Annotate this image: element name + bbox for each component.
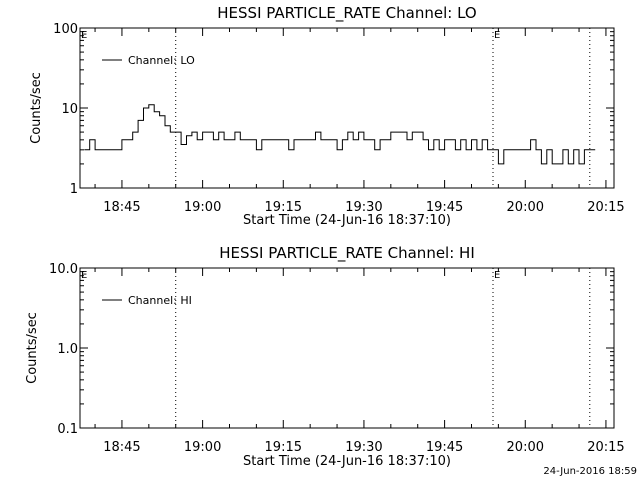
plot-frame <box>79 27 615 189</box>
y-tick-label: 10 <box>61 102 78 117</box>
x-tick-label: 19:00 <box>184 200 221 215</box>
x-tick-label: 18:45 <box>103 440 140 455</box>
y-tick-label: 1 <box>70 182 78 197</box>
legend-label: Channel: LO <box>128 54 195 67</box>
event-marker-label: E <box>81 270 87 281</box>
x-tick-label: 20:15 <box>587 200 624 215</box>
x-axis-label: Start Time (24-Jun-16 18:37:10) <box>243 213 451 228</box>
x-tick-label: 19:00 <box>184 440 221 455</box>
x-tick-label: 19:45 <box>426 200 463 215</box>
footer-timestamp: 24-Jun-2016 18:59 <box>543 466 637 477</box>
chart-panel-2: HESSI PARTICLE_RATE Channel: HI 18:45 19:0… <box>25 244 625 469</box>
chart-title: HESSI PARTICLE_RATE Channel: LO <box>217 4 476 23</box>
y-tick-label: 1.0 <box>57 342 78 357</box>
series-line <box>84 104 596 165</box>
event-marker-label: E <box>494 270 500 281</box>
y-tick-label: 0.1 <box>57 422 78 437</box>
event-marker-label: E <box>81 30 87 41</box>
x-tick-label: 20:00 <box>507 200 544 215</box>
chart-panel-1: HESSI PARTICLE_RATE Channel: LO 18:45 19:0… <box>29 4 625 228</box>
y-tick-label: 10.0 <box>49 262 78 277</box>
x-tick-label: 19:15 <box>265 440 302 455</box>
x-tick-label: 19:30 <box>345 440 382 455</box>
x-tick-label: 19:30 <box>345 200 382 215</box>
y-tick-label: 100 <box>53 22 78 37</box>
x-tick-label: 20:00 <box>507 440 544 455</box>
y-axis-label: Counts/sec <box>29 72 44 144</box>
plot-frame <box>79 267 615 429</box>
y-axis-label: Counts/sec <box>25 312 40 384</box>
event-marker-label: E <box>494 30 500 41</box>
x-tick-label: 19:15 <box>265 200 302 215</box>
chart-title: HESSI PARTICLE_RATE Channel: HI <box>219 244 475 263</box>
legend-label: Channel: HI <box>128 294 192 307</box>
x-tick-label: 20:15 <box>587 440 624 455</box>
x-axis-label: Start Time (24-Jun-16 18:37:10) <box>243 454 451 469</box>
x-tick-label: 19:45 <box>426 440 463 455</box>
x-tick-label: 18:45 <box>103 200 140 215</box>
